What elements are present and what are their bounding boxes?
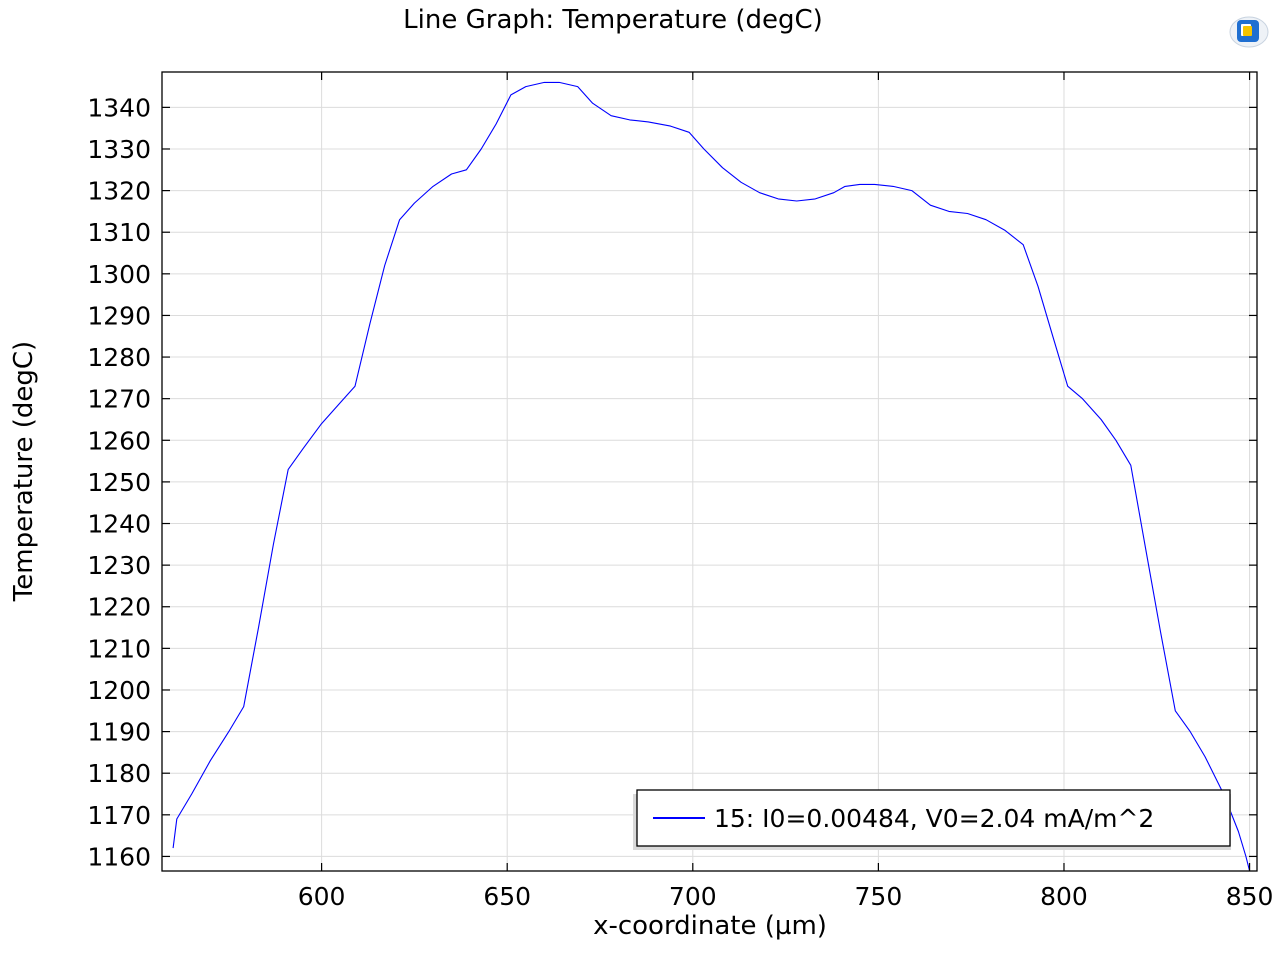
x-tick-label: 600 (298, 882, 346, 911)
x-tick-labels: 600 650 700 750 800 850 (298, 882, 1274, 911)
y-tick-labels: 1160 1170 1180 1190 1200 1210 1220 1230 1240 1250… (87, 93, 151, 871)
x-tick-label: 650 (483, 882, 531, 911)
y-tick-label: 1260 (87, 426, 151, 455)
chart-title: Line Graph: Temperature (degC) (403, 5, 823, 35)
y-tick-label: 1190 (87, 718, 151, 747)
y-tick-label: 1220 (87, 593, 151, 622)
legend-entry-label: 15: I0=0.00484, V0=2.04 mA/m^2 (714, 804, 1154, 833)
tick-marks (162, 72, 1257, 871)
y-tick-label: 1300 (87, 260, 151, 289)
grid-lines (162, 72, 1257, 871)
y-tick-label: 1160 (87, 842, 151, 871)
y-tick-label: 1280 (87, 343, 151, 372)
y-tick-label: 1230 (87, 551, 151, 580)
y-tick-label: 1210 (87, 634, 151, 663)
y-tick-label: 1180 (87, 759, 151, 788)
plot-area-background (162, 72, 1257, 871)
y-tick-label: 1330 (87, 135, 151, 164)
x-tick-label: 700 (669, 882, 717, 911)
x-tick-label: 850 (1226, 882, 1274, 911)
legend: 15: I0=0.00484, V0=2.04 mA/m^2 (633, 789, 1231, 850)
x-tick-label: 800 (1040, 882, 1088, 911)
y-tick-label: 1290 (87, 301, 151, 330)
y-tick-label: 1170 (87, 801, 151, 830)
y-tick-label: 1270 (87, 385, 151, 414)
x-tick-label: 750 (855, 882, 903, 911)
y-tick-label: 1320 (87, 177, 151, 206)
plot-area-frame (161, 71, 1258, 872)
x-axis-label: x-coordinate (µm) (593, 911, 827, 941)
y-tick-label: 1340 (87, 93, 151, 122)
comsol-graphics-logo-icon (1229, 16, 1269, 48)
y-tick-label: 1250 (87, 468, 151, 497)
y-tick-label: 1240 (87, 510, 151, 539)
y-axis-label: Temperature (degC) (9, 341, 39, 602)
legend-box (636, 789, 1231, 847)
series-line (172, 81, 1251, 872)
y-tick-label: 1310 (87, 218, 151, 247)
series-layer (172, 81, 1251, 872)
y-tick-label: 1200 (87, 676, 151, 705)
